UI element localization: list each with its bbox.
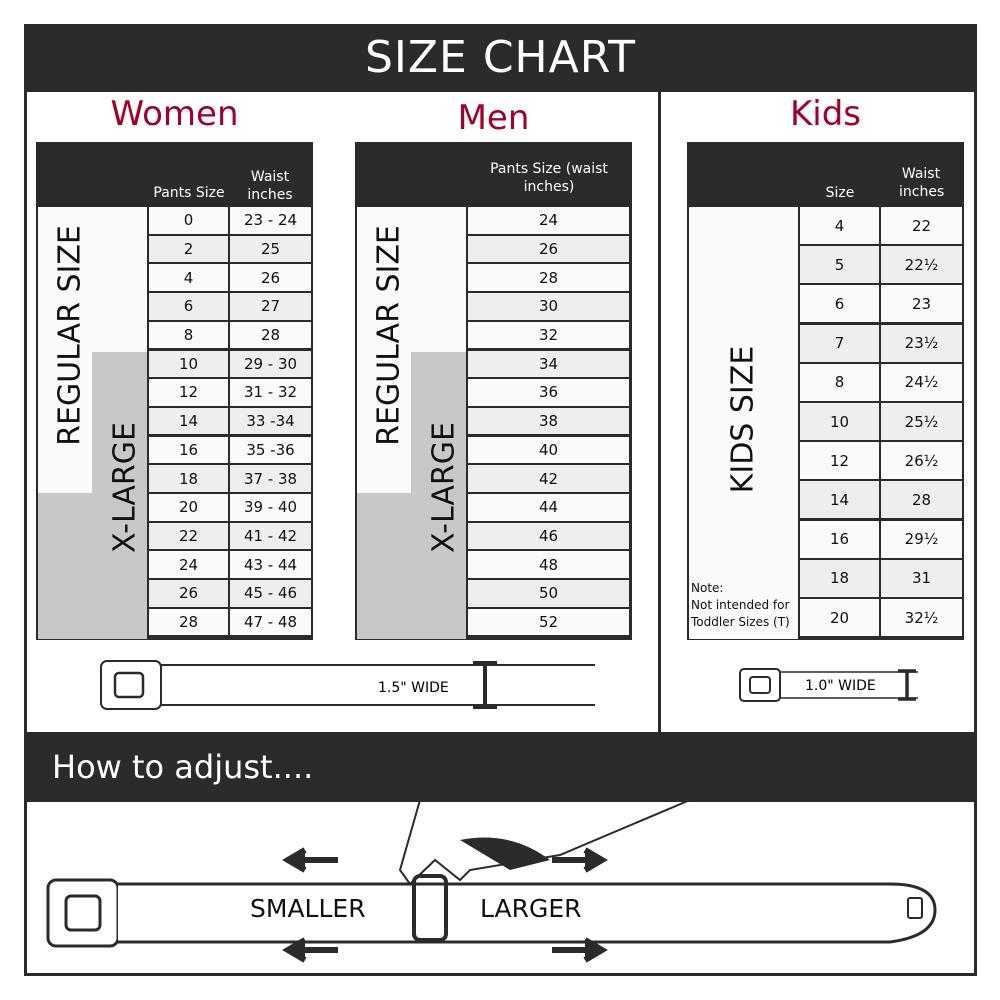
kids-size-cell: 16: [800, 520, 879, 558]
women-pants-size-cell: 16: [149, 436, 228, 464]
kids-belt-icon: [739, 668, 918, 702]
men-pants-size-cell: 36: [468, 379, 629, 406]
men-heading: Men: [457, 98, 530, 138]
kids-waist-cell: 23½: [881, 324, 962, 362]
kids-size-cell: 6: [800, 285, 879, 323]
larger-label: LARGER: [480, 894, 582, 923]
women-pants-size-cell: 18: [149, 465, 228, 492]
kids-waist-cell: 28: [881, 481, 962, 519]
women-waist-cell: 31 - 32: [230, 379, 311, 406]
women-pants-size-cell: 22: [149, 522, 228, 550]
men-col-pants: Pants Size (waist inches): [490, 161, 608, 195]
women-pants-size-cell: 4: [149, 264, 228, 291]
women-pants-size-cell: 10: [149, 350, 228, 377]
men-xlarge-label: X-LARGE: [426, 422, 462, 553]
women-xlarge-zone-top: [92, 352, 147, 493]
kids-label-zone: [689, 207, 798, 639]
kids-waist-cell: 22½: [881, 246, 962, 284]
kids-size-cell: 8: [800, 363, 879, 401]
women-pants-size-cell: 6: [149, 293, 228, 320]
women-waist-cell: 43 - 44: [230, 551, 311, 578]
smaller-label: SMALLER: [250, 894, 366, 923]
women-waist-cell: 35 -36: [230, 436, 311, 464]
men-pants-size-cell: 52: [468, 608, 629, 636]
kids-size-label: KIDS SIZE: [725, 345, 761, 494]
women-pants-size-cell: 20: [149, 494, 228, 521]
men-pants-size-cell: 38: [468, 407, 629, 435]
women-waist-cell: 23 - 24: [230, 207, 311, 234]
men-pants-size-cell: 48: [468, 551, 629, 578]
women-waist-cell: 45 - 46: [230, 580, 311, 607]
men-pants-size-cell: 28: [468, 264, 629, 291]
men-pants-size-cell: 32: [468, 321, 629, 349]
men-pants-size-cell: 34: [468, 350, 629, 377]
kids-waist-cell: 29½: [881, 520, 962, 558]
women-pants-size-cell: 14: [149, 407, 228, 435]
women-waist-cell: 37 - 38: [230, 465, 311, 492]
adjust-belt-illustration: [46, 800, 937, 963]
kids-waist-cell: 25½: [881, 403, 962, 440]
page-title: SIZE CHART: [24, 24, 977, 92]
kids-col-size: Size: [825, 185, 855, 201]
men-regular-label: REGULAR SIZE: [371, 225, 407, 446]
women-pants-size-cell: 24: [149, 551, 228, 578]
kids-waist-cell: 23: [881, 285, 962, 323]
women-belt-icon: [100, 660, 595, 710]
kids-size-cell: 14: [800, 481, 879, 519]
men-pants-size-cell: 44: [468, 494, 629, 521]
kids-waist-cell: 32½: [881, 599, 962, 636]
kids-heading: Kids: [789, 94, 862, 134]
women-waist-cell: 28: [230, 321, 311, 349]
women-pants-size-cell: 12: [149, 379, 228, 406]
women-pants-size-cell: 8: [149, 321, 228, 349]
women-waist-cell: 27: [230, 293, 311, 320]
men-xlarge-zone-top: [411, 352, 466, 493]
women-waist-cell: 33 -34: [230, 407, 311, 435]
kids-waist-cell: 22: [881, 207, 962, 244]
kids-waist-cell: 26½: [881, 442, 962, 480]
women-waist-cell: 29 - 30: [230, 350, 311, 377]
women-waist-cell: 25: [230, 235, 311, 263]
kids-size-cell: 5: [800, 246, 879, 284]
women-pants-size-cell: 26: [149, 580, 228, 607]
kids-waist-cell: 31: [881, 559, 962, 597]
kids-col-waist: Waist inches: [899, 166, 945, 200]
women-col-pants: Pants Size: [153, 185, 225, 201]
adjust-heading: How to adjust....: [24, 732, 977, 802]
women-pants-size-cell: 0: [149, 207, 228, 234]
kids-size-cell: 10: [800, 403, 879, 440]
women-waist-cell: 39 - 40: [230, 494, 311, 521]
women-belt-width: 1.5" WIDE: [378, 680, 449, 696]
men-pants-size-cell: 24: [468, 207, 629, 234]
divider: [658, 92, 661, 732]
women-col-waist: Waist inches: [247, 169, 293, 203]
kids-size-cell: 7: [800, 324, 879, 362]
men-pants-size-cell: 42: [468, 465, 629, 492]
kids-note-text: Not intended for Toddler Sizes (T): [691, 598, 790, 629]
women-waist-cell: 41 - 42: [230, 522, 311, 550]
women-waist-cell: 26: [230, 264, 311, 291]
men-pants-size-cell: 26: [468, 235, 629, 263]
kids-size-cell: 4: [800, 207, 879, 244]
women-pants-size-cell: 2: [149, 235, 228, 263]
men-pants-size-cell: 40: [468, 436, 629, 464]
kids-size-cell: 12: [800, 442, 879, 480]
women-heading: Women: [110, 94, 239, 134]
kids-size-cell: 20: [800, 599, 879, 636]
kids-note-title: Note:: [691, 581, 724, 595]
kids-waist-cell: 24½: [881, 363, 962, 401]
men-pants-size-cell: 30: [468, 293, 629, 320]
women-xlarge-label: X-LARGE: [107, 422, 143, 553]
women-xlarge-zone: [38, 493, 147, 639]
men-pants-size-cell: 50: [468, 580, 629, 607]
women-pants-size-cell: 28: [149, 608, 228, 636]
men-pants-size-cell: 46: [468, 522, 629, 550]
kids-size-cell: 18: [800, 559, 879, 597]
women-waist-cell: 47 - 48: [230, 608, 311, 636]
men-xlarge-zone: [357, 493, 466, 639]
kids-belt-width: 1.0" WIDE: [805, 678, 876, 694]
women-regular-label: REGULAR SIZE: [52, 225, 88, 446]
